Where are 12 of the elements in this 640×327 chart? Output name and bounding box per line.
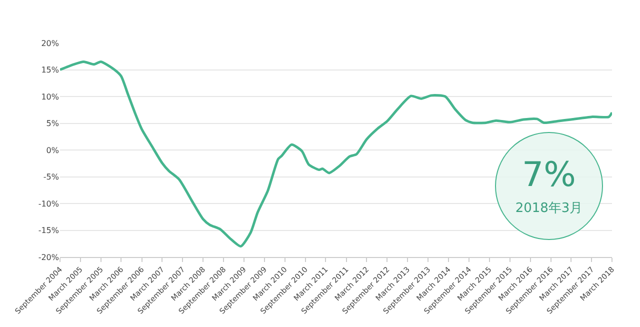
y-tick-label: -15% xyxy=(38,226,60,236)
y-tick-label: 15% xyxy=(41,66,60,75)
y-tick-label: -20% xyxy=(38,252,60,262)
y-tick-label: -10% xyxy=(38,199,60,208)
y-tick-label: -5% xyxy=(43,172,60,182)
y-tick-label: 5% xyxy=(46,119,60,128)
annotation: 7% xyxy=(522,155,576,195)
annotation: 2018年3月 xyxy=(515,200,583,217)
y-tick-label: 20% xyxy=(41,38,60,48)
y-tick-label: 0% xyxy=(46,146,60,155)
y-tick-label: 10% xyxy=(41,92,60,102)
line-series xyxy=(60,60,612,248)
